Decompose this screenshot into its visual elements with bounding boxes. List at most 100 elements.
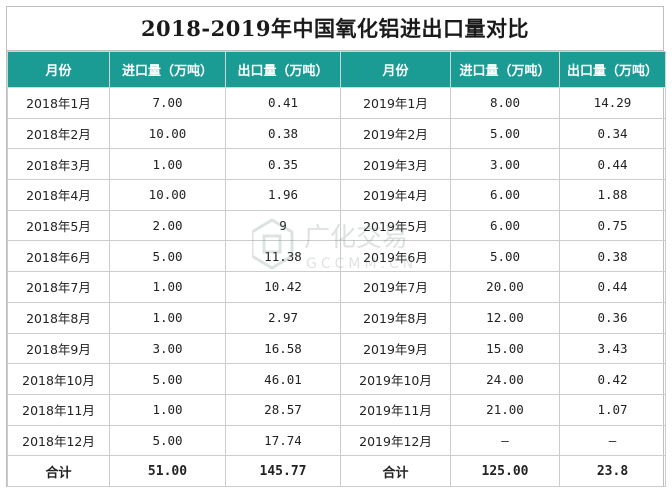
cell-month-2019: 2019年2月 [340, 117, 451, 150]
table-row: 2018年7月 1.00 10.42 2019年7月 20.00 0.44 [7, 271, 666, 303]
cell-import-2019: 20.00 [450, 271, 560, 303]
cell-import-2018: 1.00 [109, 301, 226, 334]
cell-import-2019: 3.00 [450, 148, 560, 181]
header-month-2019: 月份 [340, 51, 451, 88]
table-row: 2018年5月 2.00 9 2019年5月 6.00 0.75 [7, 209, 666, 242]
cell-import-2018: 1.00 [109, 271, 226, 303]
cell-export-2019: 0.38 [559, 240, 666, 273]
total-import-2018: 51.00 [109, 455, 226, 487]
cell-export-2018: 10.42 [225, 271, 341, 303]
cell-import-2018: 5.00 [109, 240, 226, 273]
cell-export-2019: 0.34 [559, 117, 666, 150]
cell-export-2018: 0.41 [225, 87, 341, 119]
cell-month-2019: 2019年7月 [340, 271, 451, 303]
cell-month-2019: 2019年3月 [340, 148, 451, 181]
cell-export-2018: 0.35 [225, 148, 341, 181]
cell-export-2019: 1.88 [559, 179, 666, 211]
table-row: 2018年6月 5.00 11.38 2019年6月 5.00 0.38 [7, 240, 666, 273]
cell-export-2018: 28.57 [225, 393, 341, 426]
cell-export-2019: 1.07 [559, 393, 666, 426]
cell-import-2018: 5.00 [109, 424, 226, 457]
table-row: 2018年4月 10.00 1.96 2019年4月 6.00 1.88 [7, 179, 666, 211]
table-row: 2018年12月 5.00 17.74 2019年12月 — — [7, 424, 666, 457]
cell-month-2019: 2019年4月 [340, 179, 451, 211]
cell-month-2018: 2018年11月 [7, 393, 110, 426]
cell-month-2019: 2019年5月 [340, 209, 451, 242]
total-import-2019: 125.00 [450, 455, 560, 487]
cell-import-2019: 5.00 [450, 117, 560, 150]
cell-import-2019: 21.00 [450, 393, 560, 426]
cell-export-2018: 17.74 [225, 424, 341, 457]
total-row: 合计 51.00 145.77 合计 125.00 23.8 [7, 455, 666, 487]
cell-export-2019: — [559, 424, 666, 457]
cell-export-2018: 9 [225, 209, 341, 242]
cell-export-2018: 2.97 [225, 301, 341, 334]
cell-month-2019: 2019年8月 [340, 301, 451, 334]
header-import-2019: 进口量（万吨） [450, 51, 560, 88]
cell-export-2019: 0.44 [559, 148, 666, 181]
cell-export-2019: 3.43 [559, 332, 666, 365]
table-row: 2018年2月 10.00 0.38 2019年2月 5.00 0.34 [7, 117, 666, 150]
total-export-2018: 145.77 [225, 455, 341, 487]
cell-export-2018: 1.96 [225, 179, 341, 211]
cell-export-2018: 11.38 [225, 240, 341, 273]
cell-import-2018: 2.00 [109, 209, 226, 242]
cell-export-2018: 0.38 [225, 117, 341, 150]
cell-month-2018: 2018年2月 [7, 117, 110, 150]
table-row: 2018年11月 1.00 28.57 2019年11月 21.00 1.07 [7, 393, 666, 426]
cell-export-2019: 0.36 [559, 301, 666, 334]
cell-month-2018: 2018年6月 [7, 240, 110, 273]
total-month-2019: 合计 [340, 455, 451, 487]
header-month-2018: 月份 [7, 51, 110, 88]
table-row: 2018年10月 5.00 46.01 2019年10月 24.00 0.42 [7, 363, 666, 395]
total-export-2019: 23.8 [559, 455, 666, 487]
header-export-2019: 出口量（万吨） [559, 51, 666, 88]
cell-export-2019: 0.42 [559, 363, 666, 395]
cell-export-2018: 16.58 [225, 332, 341, 365]
cell-month-2018: 2018年10月 [7, 363, 110, 395]
cell-month-2019: 2019年9月 [340, 332, 451, 365]
cell-month-2018: 2018年9月 [7, 332, 110, 365]
table-title: 2018-2019年中国氧化铝进出口量对比 [7, 7, 663, 51]
cell-export-2019: 0.75 [559, 209, 666, 242]
cell-import-2019: 6.00 [450, 179, 560, 211]
cell-month-2018: 2018年4月 [7, 179, 110, 211]
cell-import-2018: 10.00 [109, 117, 226, 150]
cell-month-2018: 2018年7月 [7, 271, 110, 303]
cell-month-2018: 2018年5月 [7, 209, 110, 242]
cell-month-2018: 2018年3月 [7, 148, 110, 181]
cell-import-2018: 1.00 [109, 148, 226, 181]
cell-month-2018: 2018年12月 [7, 424, 110, 457]
table-frame: 2018-2019年中国氧化铝进出口量对比 月份 进口量（万吨） 出口量（万吨）… [6, 6, 666, 487]
table-row: 2018年9月 3.00 16.58 2019年9月 15.00 3.43 [7, 332, 666, 365]
cell-import-2019: 6.00 [450, 209, 560, 242]
cell-import-2019: 8.00 [450, 87, 560, 119]
total-month-2018: 合计 [7, 455, 110, 487]
cell-export-2018: 46.01 [225, 363, 341, 395]
cell-import-2019: — [450, 424, 560, 457]
cell-import-2018: 3.00 [109, 332, 226, 365]
import-export-table: 月份 进口量（万吨） 出口量（万吨） 月份 进口量（万吨） 出口量（万吨） 20… [7, 51, 666, 487]
cell-import-2019: 24.00 [450, 363, 560, 395]
cell-month-2019: 2019年11月 [340, 393, 451, 426]
header-export-2018: 出口量（万吨） [225, 51, 341, 88]
table-row: 2018年8月 1.00 2.97 2019年8月 12.00 0.36 [7, 301, 666, 334]
cell-month-2019: 2019年12月 [340, 424, 451, 457]
cell-export-2019: 14.29 [559, 87, 666, 119]
cell-import-2018: 5.00 [109, 363, 226, 395]
cell-export-2019: 0.44 [559, 271, 666, 303]
table-row: 2018年3月 1.00 0.35 2019年3月 3.00 0.44 [7, 148, 666, 181]
cell-month-2019: 2019年6月 [340, 240, 451, 273]
cell-import-2018: 7.00 [109, 87, 226, 119]
cell-month-2019: 2019年10月 [340, 363, 451, 395]
cell-import-2019: 15.00 [450, 332, 560, 365]
cell-import-2019: 5.00 [450, 240, 560, 273]
cell-month-2018: 2018年8月 [7, 301, 110, 334]
header-row: 月份 进口量（万吨） 出口量（万吨） 月份 进口量（万吨） 出口量（万吨） [7, 51, 666, 88]
cell-import-2018: 10.00 [109, 179, 226, 211]
header-import-2018: 进口量（万吨） [109, 51, 226, 88]
table-row: 2018年1月 7.00 0.41 2019年1月 8.00 14.29 [7, 87, 666, 119]
cell-month-2018: 2018年1月 [7, 87, 110, 119]
cell-import-2018: 1.00 [109, 393, 226, 426]
cell-import-2019: 12.00 [450, 301, 560, 334]
